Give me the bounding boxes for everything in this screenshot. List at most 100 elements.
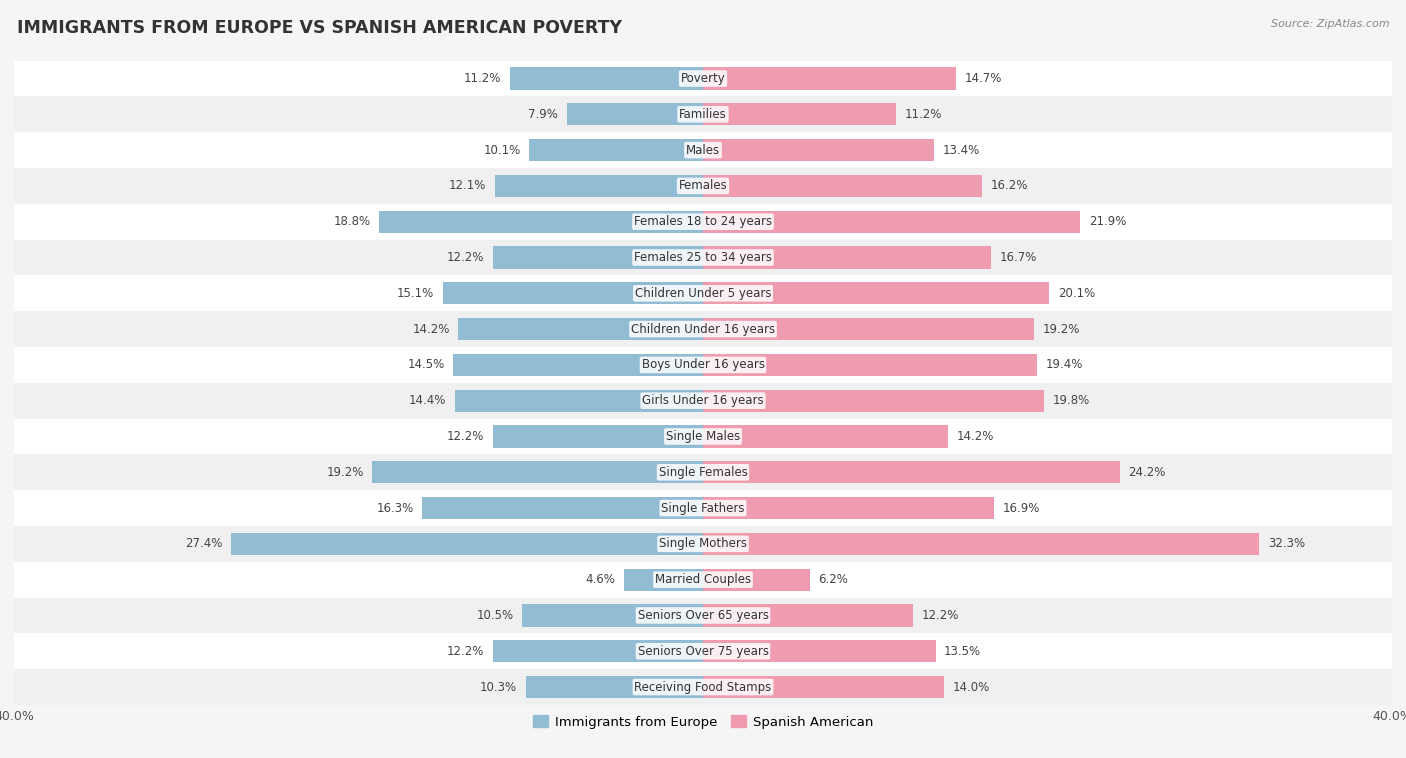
Bar [14,634,1392,669]
Text: 10.1%: 10.1% [484,143,520,157]
Bar [703,533,1260,555]
Bar [510,67,703,89]
Bar [529,139,703,161]
Text: Females: Females [679,180,727,193]
Text: Single Females: Single Females [658,465,748,479]
Text: 20.1%: 20.1% [1057,287,1095,300]
Bar [703,246,991,268]
Text: Females 18 to 24 years: Females 18 to 24 years [634,215,772,228]
Text: 12.2%: 12.2% [447,645,484,658]
Text: 21.9%: 21.9% [1088,215,1126,228]
Text: 14.0%: 14.0% [953,681,990,694]
Text: 13.5%: 13.5% [945,645,981,658]
Bar [14,383,1392,418]
Text: 12.2%: 12.2% [922,609,959,622]
Text: 11.2%: 11.2% [904,108,942,121]
Bar [703,390,1045,412]
Text: 10.5%: 10.5% [477,609,513,622]
Bar [14,418,1392,454]
Text: 32.3%: 32.3% [1268,537,1305,550]
Bar [14,132,1392,168]
Text: Seniors Over 65 years: Seniors Over 65 years [637,609,769,622]
Bar [14,562,1392,597]
Text: Boys Under 16 years: Boys Under 16 years [641,359,765,371]
Bar [231,533,703,555]
Text: IMMIGRANTS FROM EUROPE VS SPANISH AMERICAN POVERTY: IMMIGRANTS FROM EUROPE VS SPANISH AMERIC… [17,19,621,37]
Text: 4.6%: 4.6% [585,573,616,586]
Bar [703,139,934,161]
Text: 10.3%: 10.3% [479,681,517,694]
Bar [14,347,1392,383]
Text: Girls Under 16 years: Girls Under 16 years [643,394,763,407]
Bar [703,103,896,125]
Text: 16.7%: 16.7% [1000,251,1036,264]
Bar [14,61,1392,96]
Text: 19.4%: 19.4% [1046,359,1083,371]
Bar [703,497,994,519]
Bar [14,669,1392,705]
Text: Males: Males [686,143,720,157]
Bar [703,425,948,447]
Bar [422,497,703,519]
Text: Females 25 to 34 years: Females 25 to 34 years [634,251,772,264]
Text: Single Mothers: Single Mothers [659,537,747,550]
Text: 11.2%: 11.2% [464,72,502,85]
Bar [453,354,703,376]
Bar [456,390,703,412]
Text: Source: ZipAtlas.com: Source: ZipAtlas.com [1271,19,1389,29]
Bar [522,604,703,627]
Bar [14,526,1392,562]
Bar [703,676,945,698]
Text: 7.9%: 7.9% [529,108,558,121]
Text: 14.2%: 14.2% [412,323,450,336]
Bar [703,175,981,197]
Bar [380,211,703,233]
Bar [494,246,703,268]
Text: 16.9%: 16.9% [1002,502,1040,515]
Bar [703,461,1119,484]
Bar [703,641,935,662]
Bar [703,211,1080,233]
Text: Children Under 5 years: Children Under 5 years [634,287,772,300]
Text: 12.1%: 12.1% [449,180,486,193]
Bar [703,604,912,627]
Bar [14,240,1392,275]
Bar [14,312,1392,347]
Text: 18.8%: 18.8% [333,215,371,228]
Text: Single Fathers: Single Fathers [661,502,745,515]
Text: Married Couples: Married Couples [655,573,751,586]
Text: 6.2%: 6.2% [818,573,848,586]
Bar [458,318,703,340]
Bar [494,425,703,447]
Bar [703,568,810,590]
Text: 16.3%: 16.3% [377,502,413,515]
Bar [14,204,1392,240]
Text: 19.2%: 19.2% [1042,323,1080,336]
Bar [14,597,1392,634]
Text: 12.2%: 12.2% [447,251,484,264]
Text: 14.7%: 14.7% [965,72,1002,85]
Bar [14,275,1392,312]
Bar [703,354,1038,376]
Bar [624,568,703,590]
Text: 13.4%: 13.4% [942,143,980,157]
Text: 19.8%: 19.8% [1053,394,1090,407]
Bar [14,454,1392,490]
Text: 12.2%: 12.2% [447,430,484,443]
Bar [373,461,703,484]
Text: 27.4%: 27.4% [186,537,222,550]
Bar [526,676,703,698]
Text: 24.2%: 24.2% [1129,465,1166,479]
Bar [14,96,1392,132]
Text: Seniors Over 75 years: Seniors Over 75 years [637,645,769,658]
Text: 14.2%: 14.2% [956,430,994,443]
Text: 14.4%: 14.4% [409,394,446,407]
Text: Receiving Food Stamps: Receiving Food Stamps [634,681,772,694]
Bar [14,168,1392,204]
Bar [495,175,703,197]
Text: Children Under 16 years: Children Under 16 years [631,323,775,336]
Text: Families: Families [679,108,727,121]
Text: Single Males: Single Males [666,430,740,443]
Text: 15.1%: 15.1% [396,287,434,300]
Bar [703,282,1049,305]
